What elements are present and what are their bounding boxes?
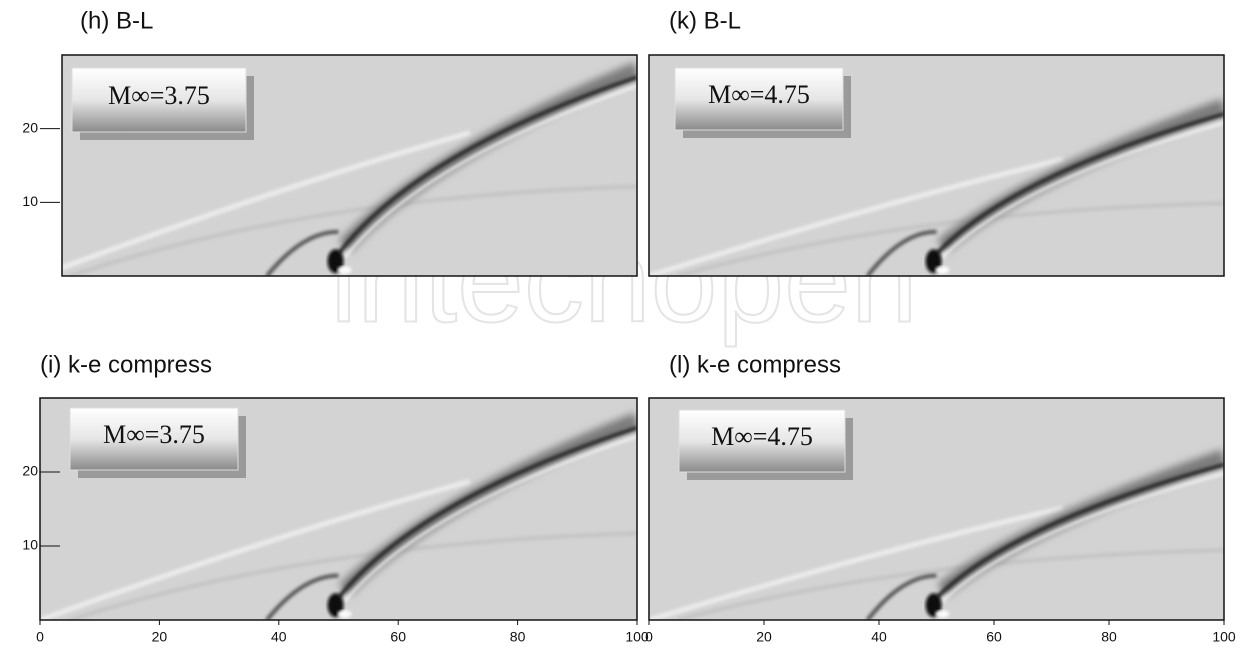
bow-shock bbox=[265, 573, 339, 620]
shock-light bbox=[941, 121, 1224, 259]
x-tick-label: 80 bbox=[510, 629, 526, 645]
frame bbox=[39, 397, 638, 621]
shock-light bbox=[343, 435, 637, 603]
separation bbox=[327, 593, 344, 618]
shock-dark bbox=[935, 462, 1224, 600]
panel-title: (i) k-e compress bbox=[40, 351, 212, 378]
bow-shock bbox=[865, 573, 937, 620]
shock-dark bbox=[336, 425, 637, 600]
y-tick-label: 10 bbox=[22, 193, 38, 209]
expansion-wave bbox=[62, 130, 471, 271]
reattach bbox=[337, 266, 352, 275]
mach-label: M∞=3.75 bbox=[108, 81, 210, 110]
x-tick-label: 0 bbox=[36, 629, 44, 645]
expansion-wave bbox=[40, 479, 471, 620]
expansion-wave-dark bbox=[677, 201, 1224, 276]
y-tick-label: 20 bbox=[22, 463, 38, 479]
shock-light bbox=[343, 84, 637, 259]
frame bbox=[61, 54, 638, 277]
mach-label: M∞=4.75 bbox=[711, 422, 813, 451]
label-box bbox=[71, 67, 247, 133]
bow-shock bbox=[865, 229, 937, 276]
label-box bbox=[678, 409, 846, 473]
frame bbox=[648, 54, 1225, 277]
x-tick-label: 60 bbox=[986, 629, 1002, 645]
mach-label: M∞=4.75 bbox=[708, 80, 810, 109]
x-tick-label: 60 bbox=[390, 629, 406, 645]
shock-dark bbox=[935, 112, 1224, 256]
y-tick-label: 10 bbox=[22, 537, 38, 553]
separation bbox=[327, 249, 344, 274]
expansion-wave bbox=[649, 505, 1064, 620]
expansion-wave-dark bbox=[69, 531, 637, 620]
x-tick-label: 100 bbox=[1212, 629, 1236, 645]
expansion-wave bbox=[649, 156, 1064, 276]
panel-title: (h) B-L bbox=[80, 7, 153, 34]
panel-title: (l) k-e compress bbox=[669, 351, 841, 378]
x-tick-label: 20 bbox=[152, 629, 168, 645]
frame bbox=[648, 397, 1225, 621]
expansion-wave-dark bbox=[677, 548, 1224, 620]
bow-shock bbox=[265, 229, 339, 276]
x-tick-label: 40 bbox=[271, 629, 287, 645]
x-tick-label: 0 bbox=[645, 629, 653, 645]
x-tick-label: 80 bbox=[1101, 629, 1117, 645]
mach-label: M∞=3.75 bbox=[103, 420, 205, 449]
x-tick-label: 100 bbox=[625, 629, 649, 645]
reattach bbox=[935, 266, 950, 275]
shock-dark bbox=[336, 75, 637, 256]
label-box bbox=[69, 407, 239, 471]
x-tick-label: 20 bbox=[756, 629, 772, 645]
y-tick-label: 20 bbox=[22, 119, 38, 135]
label-box bbox=[674, 67, 844, 131]
panel-title: (k) B-L bbox=[669, 7, 741, 34]
reattach bbox=[337, 610, 352, 619]
reattach bbox=[935, 610, 950, 619]
x-tick-label: 40 bbox=[871, 629, 887, 645]
expansion-wave-dark bbox=[69, 184, 637, 276]
shock-light bbox=[941, 472, 1224, 603]
